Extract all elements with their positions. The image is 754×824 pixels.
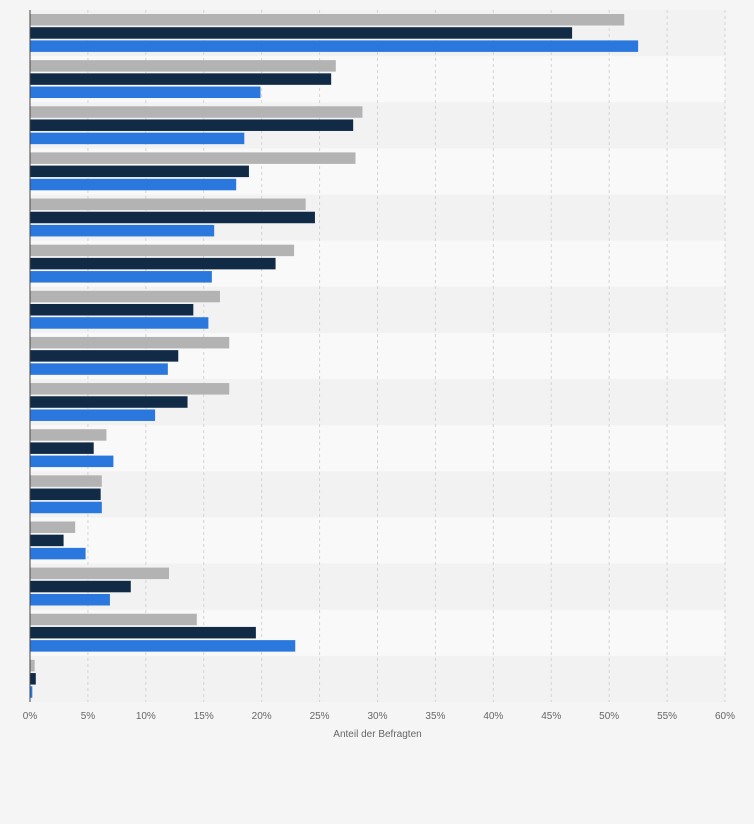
bar[interactable] xyxy=(30,27,573,39)
x-tick-label: 40% xyxy=(483,711,503,722)
bar[interactable] xyxy=(30,165,249,178)
bar[interactable] xyxy=(30,317,209,329)
bar[interactable] xyxy=(30,73,332,85)
x-tick-label: 25% xyxy=(310,711,330,722)
bar[interactable] xyxy=(30,640,296,652)
bar[interactable] xyxy=(30,521,76,533)
bar[interactable] xyxy=(30,567,169,580)
bar[interactable] xyxy=(30,14,625,26)
bar[interactable] xyxy=(30,350,179,362)
bar[interactable] xyxy=(30,152,356,164)
bar[interactable] xyxy=(30,547,86,560)
x-tick-label: 50% xyxy=(599,711,619,722)
bar[interactable] xyxy=(30,132,245,145)
x-axis-label: Anteil der Befragten xyxy=(333,729,421,740)
bar[interactable] xyxy=(30,580,131,593)
x-tick-label: 20% xyxy=(252,711,272,722)
bars xyxy=(30,14,639,698)
bar[interactable] xyxy=(30,501,102,514)
bar[interactable] xyxy=(30,613,197,626)
bar[interactable] xyxy=(30,40,639,52)
x-tick-label: 60% xyxy=(715,711,735,722)
bar[interactable] xyxy=(30,257,276,270)
bar[interactable] xyxy=(30,442,94,454)
bar[interactable] xyxy=(30,224,215,237)
bar[interactable] xyxy=(30,488,101,501)
bar[interactable] xyxy=(30,271,212,283)
bar[interactable] xyxy=(30,244,295,257)
bar[interactable] xyxy=(30,673,36,685)
x-tick-label: 5% xyxy=(81,711,96,722)
x-tick-label: 35% xyxy=(425,711,445,722)
bar[interactable] xyxy=(30,336,230,349)
x-tick-label: 30% xyxy=(367,711,387,722)
bar[interactable] xyxy=(30,429,107,441)
bar[interactable] xyxy=(30,106,363,118)
bar[interactable] xyxy=(30,211,315,224)
bar[interactable] xyxy=(30,60,336,72)
x-tick-label: 10% xyxy=(136,711,156,722)
bar[interactable] xyxy=(30,686,33,698)
bar[interactable] xyxy=(30,198,306,211)
x-tick-labels: 0% 5% 10% 15% 20% 25% 30% 35% 40% 45% 50% 55% 60% xyxy=(23,711,735,722)
bar[interactable] xyxy=(30,304,194,316)
x-tick-label: 15% xyxy=(194,711,214,722)
bar[interactable] xyxy=(30,396,188,408)
bar[interactable] xyxy=(30,409,156,421)
bar[interactable] xyxy=(30,659,35,672)
x-tick-label: 55% xyxy=(657,711,677,722)
bar[interactable] xyxy=(30,290,220,303)
bar[interactable] xyxy=(30,626,256,639)
bar[interactable] xyxy=(30,119,354,131)
x-tick-label: 0% xyxy=(23,711,38,722)
bar[interactable] xyxy=(30,594,110,606)
bar[interactable] xyxy=(30,86,261,99)
bar[interactable] xyxy=(30,475,102,487)
x-tick-label: 45% xyxy=(541,711,561,722)
bar[interactable] xyxy=(30,363,168,375)
bar[interactable] xyxy=(30,534,64,547)
bar[interactable] xyxy=(30,383,230,395)
bar[interactable] xyxy=(30,178,237,191)
bar[interactable] xyxy=(30,455,114,468)
